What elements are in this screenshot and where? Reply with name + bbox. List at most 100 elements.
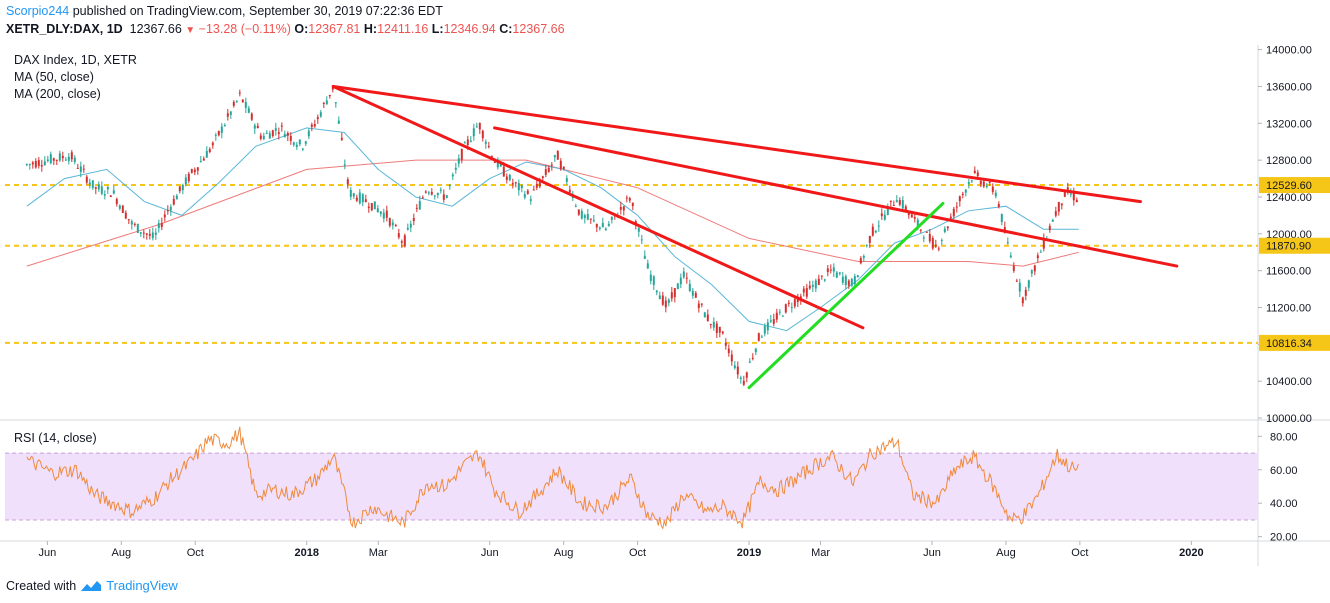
candle-body: [115, 199, 118, 204]
candle-body: [946, 226, 949, 229]
open-label: O:: [294, 22, 309, 36]
candle-body: [514, 182, 517, 184]
candle-body: [127, 219, 130, 221]
candle-body: [97, 184, 100, 190]
price-tick-label: 13200.00: [1266, 118, 1312, 130]
candle-body: [943, 228, 946, 232]
candle-body: [274, 128, 277, 131]
price-change: −13.28 (−0.11%): [198, 22, 291, 36]
candle-body: [592, 220, 595, 222]
last-price: 12367.66: [129, 22, 182, 36]
candle-body: [403, 235, 406, 246]
candle-body: [466, 139, 469, 146]
candle-body: [595, 223, 598, 228]
candle-body: [574, 205, 577, 207]
candle-body: [1021, 297, 1024, 304]
candle-body: [796, 297, 799, 302]
candle-body: [790, 306, 793, 308]
candle-body: [496, 159, 499, 168]
candle-body: [757, 333, 760, 341]
candle-body: [388, 218, 391, 226]
candle-body: [544, 169, 547, 175]
candle-body: [28, 164, 31, 166]
candle-body: [118, 205, 121, 209]
candle-body: [451, 174, 454, 177]
candle-body: [139, 232, 142, 234]
level-label-bg: [1259, 237, 1330, 254]
candle-body: [904, 206, 907, 212]
candle-body: [100, 186, 103, 194]
candle-body: [814, 280, 817, 289]
candle-body: [109, 195, 112, 197]
candle-body: [646, 263, 649, 269]
candle-body: [841, 276, 844, 283]
candle-body: [160, 223, 163, 228]
candle-body: [952, 208, 955, 217]
candle-body: [202, 158, 205, 161]
candle-body: [883, 214, 886, 220]
candle-body: [697, 303, 700, 309]
candle-body: [346, 179, 349, 185]
candle-body: [226, 113, 229, 117]
price-tick-label: 11200.00: [1266, 303, 1311, 315]
candle-body: [1006, 242, 1009, 244]
time-tick-label: Mar: [369, 547, 388, 559]
candle-body: [856, 275, 859, 278]
candle-body: [1015, 280, 1018, 282]
candle-body: [283, 134, 286, 138]
candle-body: [961, 193, 964, 195]
candle-body: [763, 326, 766, 334]
candle-body: [472, 128, 475, 137]
candle-body: [301, 148, 304, 150]
candle-body: [586, 214, 589, 220]
candle-body: [55, 159, 58, 161]
time-tick-label: 2019: [737, 547, 761, 559]
candle-body: [670, 292, 673, 299]
candle-body: [601, 223, 604, 228]
candle-body: [715, 323, 718, 334]
candle-body: [709, 323, 712, 325]
candle-body: [694, 292, 697, 298]
candle-body: [994, 192, 997, 197]
chart-title: DAX Index, 1D, XETR: [14, 53, 137, 67]
candle-body: [808, 285, 811, 289]
candle-body: [511, 183, 514, 185]
candle-body: [211, 142, 214, 146]
candle-body: [418, 201, 421, 210]
candle-body: [64, 159, 67, 161]
candle-body: [607, 223, 610, 226]
candle-body: [700, 303, 703, 305]
candle-body: [172, 198, 175, 205]
candle-body: [844, 276, 847, 286]
author-link[interactable]: Scorpio244: [6, 4, 70, 18]
candle-body: [973, 170, 976, 174]
candle-body: [760, 336, 763, 338]
candle-body: [358, 192, 361, 204]
candle-body: [529, 199, 532, 201]
candle-body: [736, 366, 739, 375]
publish-text: published on TradingView.com, September …: [72, 4, 443, 18]
candle-body: [1063, 189, 1066, 197]
candle-body: [247, 108, 250, 113]
candle-body: [802, 288, 805, 293]
candle-body: [1069, 193, 1072, 195]
candle-body: [142, 232, 145, 234]
time-tick-label: 2020: [1179, 547, 1203, 559]
level-label: 10816.34: [1266, 338, 1312, 350]
candle-body: [187, 173, 190, 182]
time-tick-label: Jun: [39, 547, 57, 559]
candle-body: [580, 210, 583, 219]
candle-body: [712, 321, 715, 328]
ohlc-bar: XETR_DLY:DAX, 1D 12367.66 ▼ −13.28 (−0.1…: [6, 22, 565, 36]
candle-body: [1033, 265, 1036, 272]
candle-body: [361, 194, 364, 203]
candle-body: [43, 161, 46, 165]
resistance-trendline: [493, 126, 1179, 268]
candle-body: [916, 219, 919, 227]
tradingview-link[interactable]: TradingView: [106, 578, 178, 593]
candle-body: [991, 186, 994, 192]
candle-body: [604, 228, 607, 231]
candle-body: [154, 232, 157, 235]
price-tick-label: 14000.00: [1266, 45, 1312, 57]
